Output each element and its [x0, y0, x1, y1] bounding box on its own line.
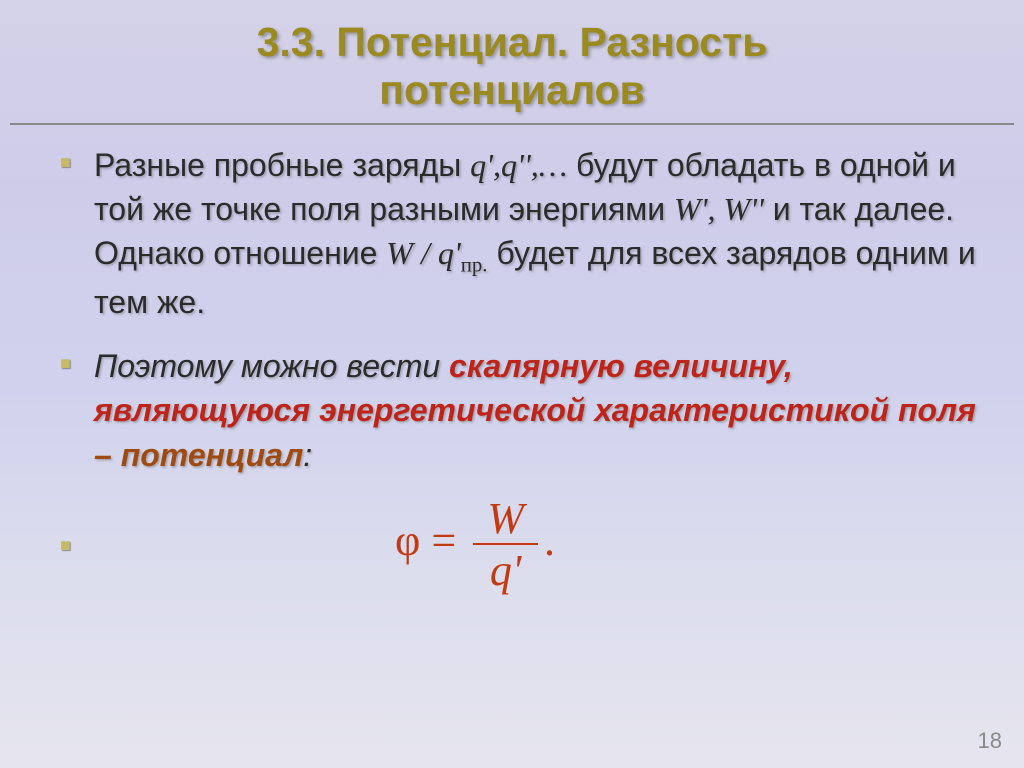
- formula-eq: =: [420, 516, 467, 565]
- formula-dot: .: [544, 516, 555, 565]
- para1-ratio-sub: пр.: [461, 253, 488, 276]
- formula-fraction: Wq': [473, 497, 538, 593]
- bullet-icon: [60, 526, 94, 564]
- slide-title: 3.3. Потенциал. Разность потенциалов: [0, 18, 1024, 123]
- para1-t1: Разные пробные заряды: [94, 147, 470, 183]
- bullet-1: Разные пробные заряды q',q'',… будут обл…: [60, 143, 976, 325]
- para1-q: q',q'',…: [470, 147, 567, 183]
- title-divider: [10, 123, 1014, 125]
- formula-num: W: [473, 497, 538, 543]
- para2-term2: потенциал: [121, 437, 304, 473]
- para1-ratio-slash: /: [413, 235, 438, 271]
- slide-body: Разные пробные заряды q',q'',… будут обл…: [0, 143, 1024, 593]
- para1-ratio-W: W: [386, 235, 413, 271]
- formula: φ = Wq'.: [94, 497, 976, 593]
- bullet-icon: [60, 344, 94, 476]
- para2-dash: –: [94, 437, 121, 473]
- para1-ratio-q: q': [438, 235, 461, 271]
- para2: Поэтому можно вести скалярную величину, …: [94, 344, 976, 476]
- bullet-3: φ = Wq'.: [60, 497, 976, 593]
- formula-phi: φ: [395, 516, 420, 565]
- bullet-2: Поэтому можно вести скалярную величину, …: [60, 344, 976, 476]
- para1: Разные пробные заряды q',q'',… будут обл…: [94, 143, 976, 325]
- bullet-icon: [60, 143, 94, 325]
- para2-colon: :: [303, 437, 312, 473]
- title-line1: 3.3. Потенциал. Разность: [257, 19, 768, 65]
- para2-t1: Поэтому можно вести: [94, 348, 449, 384]
- page-number: 18: [978, 728, 1002, 754]
- title-line2: потенциалов: [379, 67, 644, 113]
- formula-den: q': [473, 543, 538, 593]
- para1-w: W', W'': [674, 191, 764, 227]
